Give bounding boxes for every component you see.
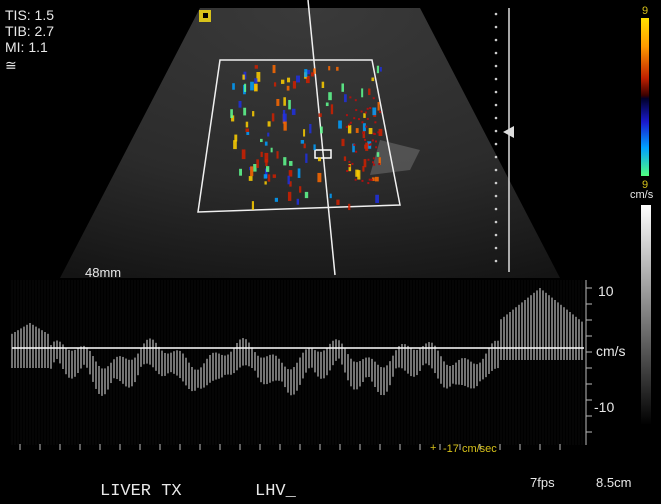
scale-bottom-label: -10 — [594, 399, 615, 415]
color-flow — [230, 65, 383, 211]
doppler-cursor-line[interactable] — [307, 0, 336, 276]
depth-value: 8.5cm — [596, 475, 632, 490]
cursor-readout-icon: + — [430, 442, 437, 454]
velocity-ticks — [586, 287, 592, 433]
exam-label: LIVER TX — [100, 482, 182, 501]
scale-top-label: 10 — [598, 283, 614, 299]
color-velocity-bar — [641, 18, 649, 176]
sample-gate[interactable] — [314, 149, 332, 159]
tib-value: TIB: 2.7 — [5, 23, 55, 39]
tis-value: TIS: 1.5 — [5, 7, 55, 23]
cursor-readout: -17 cm/sec — [443, 443, 497, 455]
frame-rate: 7fps — [530, 475, 555, 490]
time-ticks — [19, 444, 561, 450]
bmode-image — [60, 0, 560, 278]
depth-label: 48mm — [85, 265, 122, 280]
colorbar-top-value: 9 — [642, 5, 649, 17]
vessel-label: LHV_ — [255, 482, 296, 501]
mi-value: MI: 1.1 — [5, 39, 48, 55]
grayscale-bar — [641, 205, 651, 425]
focus-marker-icon[interactable] — [503, 126, 514, 138]
color-box[interactable] — [197, 59, 401, 213]
colorbar-bottom-value: 9 — [642, 179, 649, 191]
spectral-doppler — [11, 280, 592, 450]
wave-symbol-icon: ≅ — [5, 57, 17, 73]
sector-scan — [60, 8, 560, 278]
depth-scale-dots — [494, 12, 498, 263]
spectral-trace — [11, 280, 583, 445]
colorbar-unit: cm/s — [630, 189, 654, 201]
scale-unit-label: cm/s — [596, 343, 626, 359]
